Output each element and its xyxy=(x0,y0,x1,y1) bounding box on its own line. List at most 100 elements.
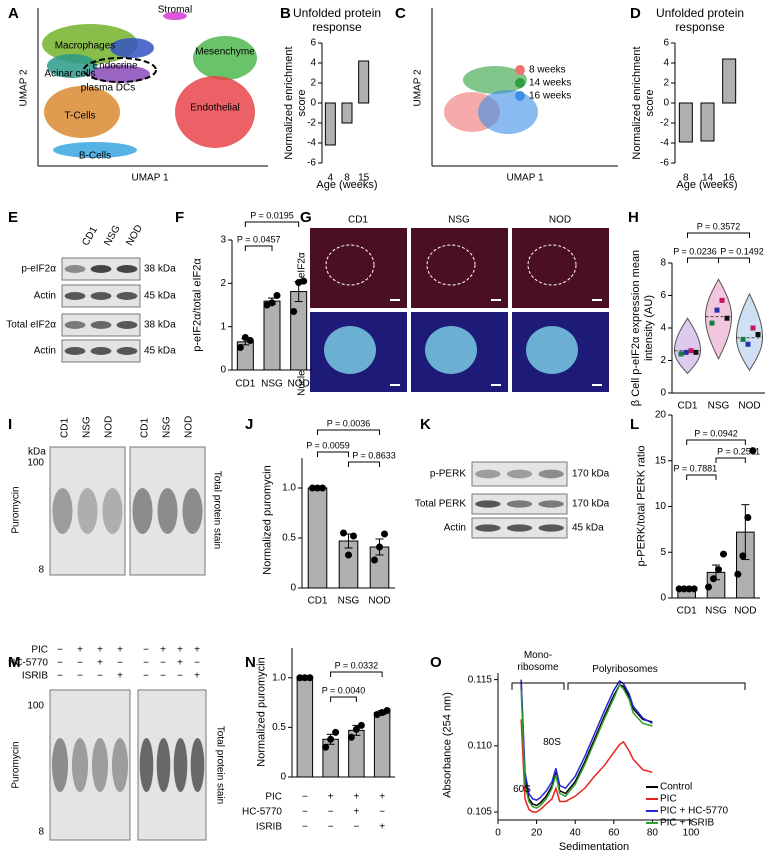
data-point xyxy=(376,543,383,551)
cluster-label: Acinar cells xyxy=(44,69,95,80)
condition-sign: + xyxy=(194,645,200,656)
x-tick-label: NOD xyxy=(738,401,760,412)
significance-bracket xyxy=(718,257,750,263)
p-value: P = 0.0040 xyxy=(322,685,366,695)
cell-cluster xyxy=(163,12,187,20)
significance-bracket xyxy=(244,245,273,251)
lane-label: CD1 xyxy=(140,418,151,438)
p-value: P = 0.0332 xyxy=(335,660,379,670)
x-tick-label: 15 xyxy=(358,173,370,184)
x-tick-label: NOD xyxy=(734,606,756,617)
y-tick-label: 2 xyxy=(660,355,666,366)
islet-stain xyxy=(324,326,376,374)
y-axis-label: Absorbance (254 nm) xyxy=(441,692,454,798)
cluster-label: Endothelial xyxy=(190,103,239,114)
data-point xyxy=(246,337,254,345)
y-tick-label: 0 xyxy=(660,593,666,604)
data-point xyxy=(332,728,340,736)
cell-cluster xyxy=(193,36,257,80)
line-series xyxy=(520,682,653,807)
data-point xyxy=(340,529,347,537)
line-series xyxy=(520,683,653,809)
cell-cluster xyxy=(44,86,120,138)
cluster-label: T-Cells xyxy=(64,111,95,122)
replicate-mean xyxy=(719,297,725,303)
condition-sign: + xyxy=(77,645,83,656)
y-tick-label: 4 xyxy=(310,58,316,69)
lane-label: CD1 xyxy=(60,418,71,438)
p-value: P = 0.7881 xyxy=(674,463,718,473)
bar xyxy=(358,60,370,104)
blot-band xyxy=(139,738,154,792)
condition-sign: − xyxy=(353,822,359,833)
condition-sign: − xyxy=(143,671,149,682)
x-tick-label: CD1 xyxy=(307,596,327,607)
blot-band xyxy=(190,738,205,792)
data-point xyxy=(314,484,321,492)
islet-outline xyxy=(426,244,476,286)
x-tick-label: 4 xyxy=(328,173,334,184)
y-tick-label: 0.5 xyxy=(282,533,296,544)
condition-label: ISRIB xyxy=(256,822,282,833)
islet-outline xyxy=(527,244,577,286)
condition-sign: + xyxy=(97,658,103,669)
micrograph xyxy=(411,228,508,308)
lane-label: NOD xyxy=(104,416,115,438)
y-axis-label: Puromycin xyxy=(11,741,22,788)
x-axis-label: Sedimentation xyxy=(558,841,630,853)
significance-bracket xyxy=(317,451,349,457)
lane-label: NSG xyxy=(102,223,122,247)
x-tick-label: 60 xyxy=(608,828,620,839)
p-value: P = 0.8633 xyxy=(352,450,396,460)
replicate-mean xyxy=(714,307,720,313)
cluster-label: Endocrine xyxy=(92,61,137,72)
islet-outline xyxy=(325,244,375,286)
cluster-label: Stromal xyxy=(158,5,192,16)
blot-band xyxy=(64,292,86,300)
y-tick-label: 2 xyxy=(663,78,669,89)
region-bracket xyxy=(511,682,565,690)
cluster-label: Mesenchyme xyxy=(195,47,255,58)
condition-sign: + xyxy=(353,792,359,803)
x-tick-label: NSG xyxy=(338,596,360,607)
replicate-mean xyxy=(750,325,756,331)
panel-letter: F xyxy=(175,209,184,226)
condition-sign: − xyxy=(328,822,334,833)
y-tick-label: -4 xyxy=(307,138,316,149)
legend-label: PIC + ISRIB xyxy=(660,818,715,829)
y-axis-label: Normalized puromycin xyxy=(261,465,274,575)
islet-stain xyxy=(526,326,578,374)
data-point xyxy=(273,291,281,299)
y-tick-label: -4 xyxy=(660,138,669,149)
y-tick-label: 0 xyxy=(660,388,666,399)
condition-sign: − xyxy=(302,792,308,803)
line-series xyxy=(520,719,653,813)
x-tick-label: 16 xyxy=(724,173,736,184)
bar xyxy=(263,300,281,371)
blot-band xyxy=(64,265,86,273)
x-tick-label: 40 xyxy=(570,828,582,839)
y-tick-label: 1 xyxy=(220,321,226,332)
y-tick-label: 2 xyxy=(220,278,226,289)
blot-band xyxy=(72,738,88,792)
row-label: p-eIF2α xyxy=(21,264,56,275)
cluster-label: plasma DCs xyxy=(81,83,135,94)
panel-letter: O xyxy=(430,654,442,671)
panel-letter: K xyxy=(420,416,431,433)
size-label: 170 kDa xyxy=(572,469,610,480)
replicate-mean xyxy=(740,336,746,342)
y-tick-label: 0 xyxy=(310,98,316,109)
blot-band xyxy=(182,487,203,535)
panel-letter: H xyxy=(628,209,639,226)
bar xyxy=(678,102,693,143)
row-label: Actin xyxy=(34,346,56,357)
cell-cluster xyxy=(478,90,538,134)
condition-sign: + xyxy=(353,807,359,818)
blot-band xyxy=(132,487,153,535)
y-tick-label: 5 xyxy=(660,547,666,558)
condition-sign: − xyxy=(143,645,149,656)
condition-sign: − xyxy=(97,671,103,682)
condition-sign: − xyxy=(57,671,63,682)
endocrine-outline xyxy=(83,57,157,83)
